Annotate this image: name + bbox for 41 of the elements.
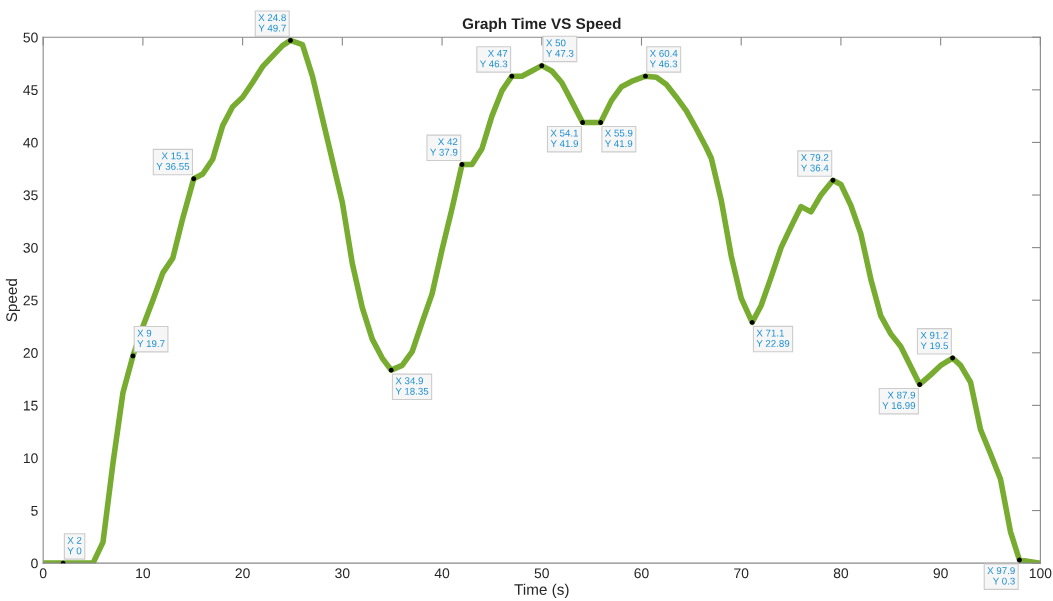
annotation: X 15.1 Y 36.55: [156, 152, 190, 170]
x-axis-title: Time (s): [514, 583, 569, 598]
annotation: X 24.8 Y 49.7: [258, 14, 286, 32]
y-tick-label: 10: [23, 453, 38, 464]
chart-title: Graph Time VS Speed: [462, 17, 621, 33]
x-tick-label: 0: [39, 568, 47, 579]
x-tick-label: 30: [335, 568, 350, 579]
annotation: X 9 Y 19.7: [137, 329, 165, 348]
y-tick-label: 0: [31, 558, 38, 569]
x-tick-label: 10: [136, 568, 151, 579]
annotation: X 54.1 Y 41.9: [550, 129, 579, 148]
y-tick-label: 25: [23, 295, 38, 306]
annotation: X 55.9 Y 41.9: [604, 129, 633, 148]
x-tick-label: 20: [235, 568, 250, 579]
x-tick-label: 100: [1029, 568, 1052, 579]
y-tick-label: 35: [23, 190, 38, 201]
annotation: X 79.2 Y 36.4: [800, 154, 829, 172]
y-axis-title: Speed: [5, 279, 21, 322]
y-tick-label: 50: [23, 32, 38, 43]
x-tick-label: 70: [734, 568, 749, 579]
x-tick-label: 50: [534, 568, 549, 579]
annotation: X 71.1 Y 22.89: [756, 329, 790, 347]
annotation: X 60.4 Y 46.3: [649, 49, 678, 68]
annotation: X 2 Y 0: [67, 536, 82, 555]
annotation: X 47 Y 46.3: [479, 50, 508, 68]
x-tick-label: 40: [434, 568, 450, 579]
annotation: X 97.9 Y 0.3: [987, 567, 1015, 585]
x-tick-label: 90: [933, 568, 948, 579]
x-tick-label: 60: [634, 568, 649, 579]
annotation: X 50 Y 47.3: [546, 39, 574, 57]
y-tick-label: 20: [23, 348, 38, 358]
y-tick-label: 15: [23, 400, 38, 411]
annotation: X 87.9 Y 16.99: [882, 391, 916, 409]
x-tick-label: 80: [833, 568, 849, 579]
y-tick-label: 45: [23, 85, 38, 96]
annotation: X 34.9 Y 18.35: [395, 377, 429, 395]
annotation: X 91.2 Y 19.5: [920, 331, 949, 350]
y-tick-label: 5: [31, 506, 38, 516]
y-tick-label: 30: [23, 242, 38, 253]
annotation: X 42 Y 37.9: [430, 138, 458, 156]
y-tick-label: 40: [23, 137, 38, 148]
